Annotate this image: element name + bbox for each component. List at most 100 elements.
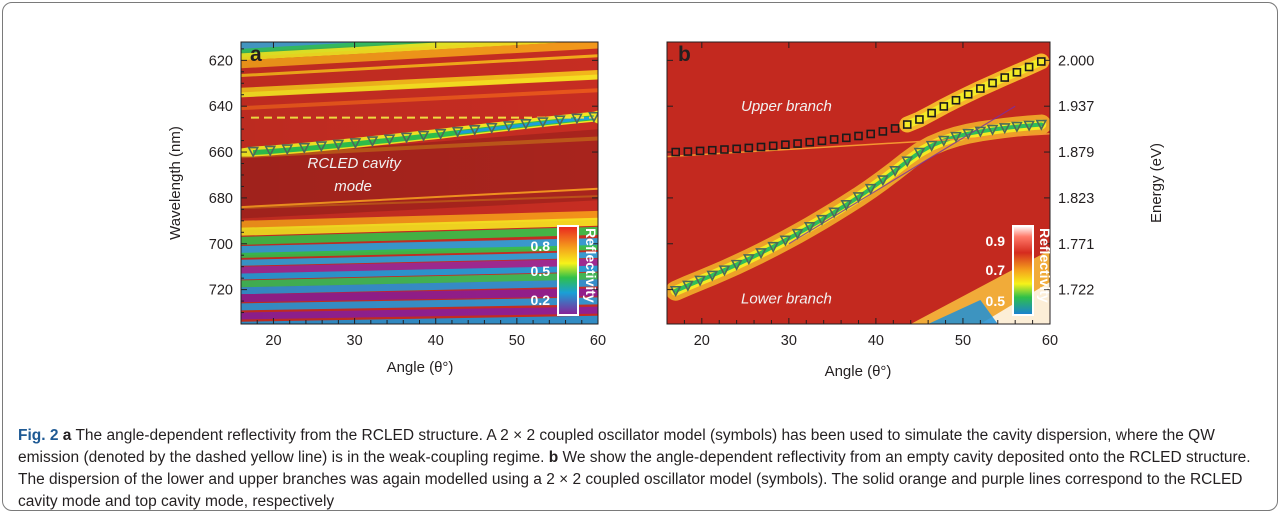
panel-b-ytick-label-1: 1.937 <box>1058 99 1094 115</box>
panel-b-ytick-label-5: 1.722 <box>1058 283 1094 299</box>
panel-b-upper-marker-29 <box>1024 62 1034 72</box>
panel-b-lower-marker-15 <box>852 192 865 204</box>
panel-b-upper-marker-22 <box>939 102 949 111</box>
panel-a-marker-11 <box>434 128 447 140</box>
panel-a-marker-9 <box>400 132 413 144</box>
panel-a-colorbar-tick-1: 0.5 <box>531 263 551 279</box>
panel-a-marker-12 <box>451 126 464 138</box>
panel-a-marker-18 <box>554 115 566 127</box>
panel-b-lower-marker-26 <box>986 124 999 136</box>
panel-a-annotation-mode: mode <box>334 178 372 195</box>
panel-b-ytick-label-2: 1.879 <box>1058 145 1094 161</box>
panel-a-marker-14 <box>485 122 498 134</box>
panel-b-ytick-label-4: 1.771 <box>1058 237 1094 253</box>
panel-b-ytick-label-0: 2.000 <box>1058 53 1094 69</box>
panel-b-annotation-lower-branch: Lower branch <box>741 290 832 307</box>
panel-a-colorbar-label: Reflectivity <box>583 228 599 303</box>
panel-a-marker-15 <box>502 121 515 133</box>
panel-b-upper-marker-15 <box>854 131 863 141</box>
panel-a-marker-4 <box>315 141 328 153</box>
panel-a-marker-1 <box>264 145 277 157</box>
panel-b-lower-marker-9 <box>779 235 792 247</box>
panel-a-label: a <box>250 43 262 66</box>
panel-b-lower-marker-10 <box>791 228 804 240</box>
panel-a-colorbar-tick-2: 0.2 <box>531 292 551 308</box>
panel-a-marker-16 <box>519 119 532 131</box>
panel-b-colorbar-tick-2: 0.5 <box>986 293 1006 309</box>
panel-a-marker-5 <box>332 139 345 151</box>
panel-b-lower-marker-0 <box>669 285 682 297</box>
panel-a-xtick-label-60: 60 <box>590 333 606 349</box>
panel-b-upper-marker-5 <box>732 144 741 154</box>
panel-b-upper-marker-23 <box>951 95 961 105</box>
panel-a-ytick-label-620: 620 <box>209 53 233 69</box>
panel-b-upper-marker-3 <box>707 145 717 155</box>
panel-b-upper-marker-26 <box>988 78 997 88</box>
panel-b-lower-marker-20 <box>913 147 926 159</box>
panel-a-colorbar <box>557 225 579 316</box>
panel-a-marker-20 <box>588 111 598 123</box>
panel-b-xtick-label-30: 30 <box>781 333 797 349</box>
panel-a-marker-2 <box>281 144 294 156</box>
panel-b-lower-marker-11 <box>803 221 816 234</box>
panel-b-y-axis-label: Energy (eV) <box>1148 143 1165 223</box>
panel-b-markers <box>669 57 1048 297</box>
panel-b-annotation-upper-branch: Upper branch <box>741 98 832 115</box>
panel-b-lower-marker-12 <box>816 214 828 226</box>
caption-label-a: a <box>62 427 72 444</box>
panel-b-lower-marker-17 <box>877 175 889 187</box>
panel-b-upper-marker-4 <box>720 145 729 154</box>
panel-b-lower-marker-8 <box>767 241 780 253</box>
panel-a-ytick-label-700: 700 <box>209 237 233 253</box>
panel-b: 20 30 40 50 60 2.000 1.937 1.879 1.823 1.771 1.722… <box>666 41 1165 380</box>
panel-b-upper-marker-20 <box>915 115 924 124</box>
panel-b-upper-marker-2 <box>695 146 705 156</box>
figure-canvas: 20 30 40 50 60 620 640 660 680 700 720 a RCLED cav… <box>167 41 1165 380</box>
figure-caption: Fig. 2 a The angle-dependent reflectivit… <box>18 425 1268 513</box>
panel-b-upper-marker-13 <box>829 135 839 144</box>
panel-a-annotation-cavity: RCLED cavity <box>308 155 403 172</box>
panel-a-marker-17 <box>536 117 549 129</box>
panel-b-lower-marker-30 <box>1035 119 1048 131</box>
panel-b-orange-line <box>667 132 1050 158</box>
panel-b-colorbar-tick-1: 0.7 <box>986 262 1006 278</box>
panel-b-xtick-label-20: 20 <box>694 333 710 349</box>
panel-a-marker-7 <box>366 136 379 148</box>
panel-b-lower-marker-18 <box>889 166 901 178</box>
panel-a-ytick-label-720: 720 <box>209 283 233 299</box>
panel-b-ticks: 20 30 40 50 60 2.000 1.937 1.879 1.823 1.771 1.722 <box>667 42 1094 349</box>
panel-a-marker-0 <box>247 146 259 158</box>
panel-b-lower-marker-6 <box>742 254 755 266</box>
panel-b-xtick-label-60: 60 <box>1042 333 1058 349</box>
panel-a-markers <box>247 111 598 158</box>
panel-b-lower-marker-23 <box>950 131 962 143</box>
panel-a-marker-10 <box>417 130 430 142</box>
panel-a-ytick-label-660: 660 <box>209 145 233 161</box>
panel-b-upper-marker-16 <box>866 129 875 139</box>
panel-b-upper-marker-28 <box>1012 67 1022 77</box>
caption-text-b: We show the angle-dependent reflectivity… <box>18 449 1251 510</box>
panel-b-upper-marker-24 <box>963 89 973 99</box>
panel-b-upper-marker-1 <box>683 147 693 156</box>
panel-a-marker-19 <box>571 113 583 125</box>
panel-b-upper-marker-27 <box>1000 73 1010 82</box>
panel-b-lower-marker-25 <box>974 126 987 138</box>
panel-b-lower-marker-3 <box>706 270 719 282</box>
panel-b-upper-marker-18 <box>890 124 900 133</box>
panel-b-upper-marker-19 <box>902 120 912 129</box>
panel-b-upper-marker-17 <box>878 127 888 136</box>
panel-b-upper-marker-30 <box>1036 57 1046 66</box>
panel-b-lower-marker-13 <box>828 207 840 219</box>
panel-b-ytick-label-3: 1.823 <box>1058 191 1094 207</box>
panel-b-upper-band-inner <box>903 57 1046 129</box>
panel-b-lower-marker-14 <box>840 199 853 211</box>
panel-b-upper-marker-9 <box>781 140 790 150</box>
panel-a-xtick-label-30: 30 <box>347 333 363 349</box>
panel-b-upper-marker-8 <box>768 141 778 151</box>
panel-a-xtick-label-50: 50 <box>509 333 525 349</box>
panel-a-ytick-label-640: 640 <box>209 99 233 115</box>
panel-a-marker-8 <box>383 134 396 146</box>
panel-b-xtick-label-40: 40 <box>868 333 884 349</box>
panel-b-lower-marker-2 <box>694 275 706 287</box>
